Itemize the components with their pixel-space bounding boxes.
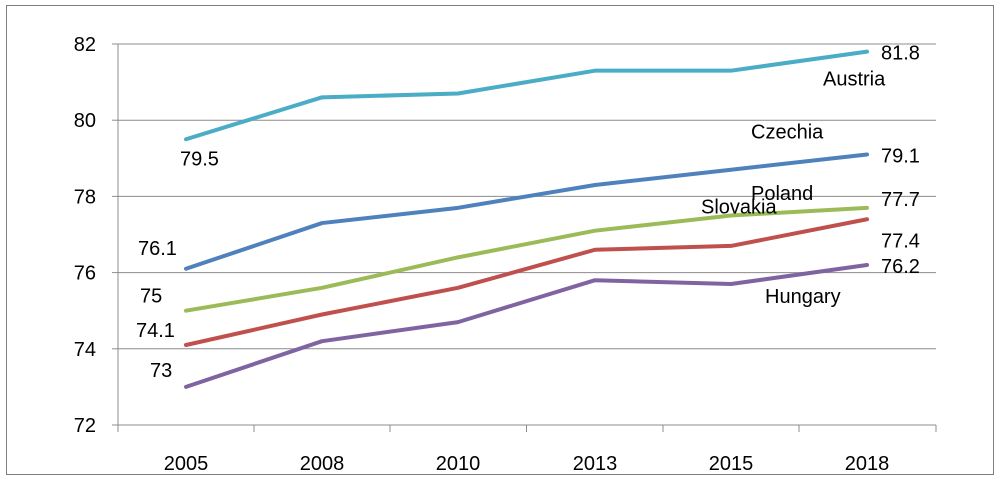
y-tick-label: 76 — [74, 263, 96, 285]
chart-frame — [6, 5, 994, 475]
series-line-austria — [184, 49, 869, 142]
y-tick-label: 72 — [74, 415, 96, 437]
series-label-austria: Austria — [823, 69, 886, 91]
series-lines — [184, 49, 869, 389]
series-line-poland — [184, 205, 869, 313]
y-tick-label: 74 — [74, 339, 96, 361]
data-label-hungary-5: 76.2 — [881, 256, 920, 278]
y-tick-label: 82 — [74, 34, 96, 56]
data-label-austria-0: 79.5 — [180, 148, 219, 170]
data-label-slovakia-0: 74.1 — [136, 320, 175, 342]
data-label-hungary-0: 73 — [150, 360, 172, 382]
x-tick-label: 2010 — [436, 453, 481, 475]
series-label-poland: Poland — [751, 183, 813, 205]
data-label-czechia-5: 79.1 — [881, 145, 920, 167]
series-line-czechia — [184, 152, 869, 271]
series-label-czechia: Czechia — [751, 121, 824, 143]
x-tick-label: 2018 — [845, 453, 890, 475]
data-label-poland-0: 75 — [140, 286, 162, 308]
series-label-hungary: Hungary — [765, 286, 841, 308]
x-tick-label: 2008 — [300, 453, 345, 475]
data-label-slovakia-5: 77.4 — [881, 230, 920, 252]
x-tick-label: 2005 — [164, 453, 209, 475]
data-label-austria-5: 81.8 — [881, 43, 920, 65]
series-line-slovakia — [184, 217, 869, 347]
x-tick-label: 2013 — [573, 453, 618, 475]
series-label-slovakia: Slovakia — [701, 196, 777, 218]
y-tick-label: 78 — [74, 186, 96, 208]
axes — [112, 43, 937, 432]
data-label-czechia-0: 76.1 — [138, 238, 177, 260]
y-tick-label: 80 — [74, 110, 96, 132]
labels: 72 74 76 78 80 82 2005 2008 2010 2013 2015 2018 79.5… — [74, 34, 920, 475]
x-tick-label: 2015 — [709, 453, 754, 475]
series-line-hungary — [184, 262, 869, 389]
data-label-poland-5: 77.7 — [881, 189, 920, 211]
